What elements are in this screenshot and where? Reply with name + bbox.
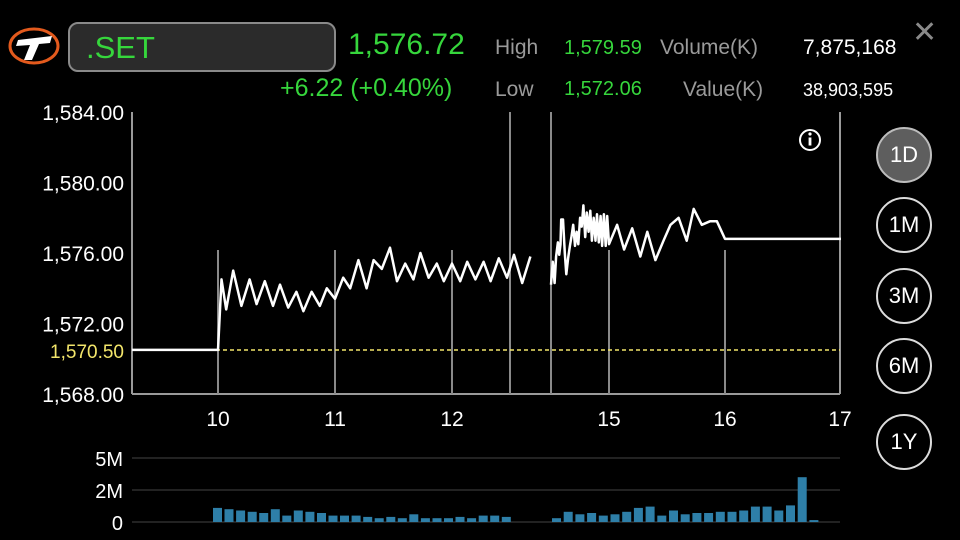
volume-bar — [224, 509, 234, 522]
volume-bar — [633, 507, 643, 522]
period-label: 1M — [888, 212, 920, 237]
high-label: High — [495, 36, 539, 59]
x-tick-label: 17 — [828, 408, 851, 431]
volume-chart: 5M 2M 0 — [95, 449, 840, 535]
volume-label: Volume(K) — [660, 36, 759, 59]
volume-bar — [622, 511, 632, 522]
period-3m-button[interactable]: 3M — [876, 268, 932, 324]
volume-bar — [645, 506, 655, 522]
x-tick-label: 15 — [597, 408, 620, 431]
volume-bar — [750, 506, 760, 522]
volume-bar — [340, 515, 349, 522]
volume-bar — [762, 506, 772, 522]
low-label: Low — [495, 78, 534, 101]
price-series-line-afternoon — [549, 204, 841, 285]
volume-bar — [282, 515, 292, 522]
volume-bar — [363, 516, 373, 522]
volume-bar — [467, 518, 477, 522]
symbol-input[interactable]: .SET — [68, 22, 336, 72]
volume-tick-label: 0 — [112, 513, 123, 535]
volume-bar — [247, 511, 257, 522]
y-tick-label: 1,584.00 — [42, 102, 124, 125]
volume-bar — [351, 515, 361, 522]
brand-logo-icon — [8, 27, 60, 65]
period-label: 1Y — [890, 429, 918, 454]
volume-bar — [305, 511, 315, 522]
y-tick-label: 1,568.00 — [42, 384, 124, 407]
value-value: 38,903,595 — [803, 80, 894, 100]
volume-bar — [490, 515, 500, 522]
volume-bar — [797, 477, 807, 522]
volume-bar — [444, 518, 453, 522]
volume-bar — [213, 507, 222, 522]
x-tick-label: 10 — [206, 408, 229, 431]
period-6m-button[interactable]: 6M — [876, 338, 932, 394]
volume-value: 7,875,168 — [803, 36, 897, 59]
volume-bar — [774, 510, 784, 522]
period-label: 3M — [888, 283, 920, 308]
period-1d-button[interactable]: 1D — [876, 127, 932, 183]
price-series-line-morning — [132, 246, 532, 352]
price-lines — [132, 204, 841, 352]
volume-bar — [432, 518, 442, 522]
volume-bar — [386, 516, 396, 522]
price-change: +6.22 (+0.40%) — [280, 74, 453, 102]
volume-bar — [786, 505, 795, 522]
volume-bar — [236, 510, 246, 522]
y-tick-label: 1,580.00 — [42, 173, 124, 196]
volume-bar — [692, 513, 702, 522]
volume-bar — [317, 513, 326, 522]
x-tick-label: 11 — [324, 408, 346, 431]
price-axis-labels: 1,584.00 1,580.00 1,576.00 1,572.00 1,568.00… — [42, 102, 851, 431]
value-label: Value(K) — [683, 78, 764, 101]
volume-bar — [328, 515, 338, 522]
volume-bar — [809, 520, 819, 522]
volume-bar — [501, 516, 511, 522]
period-label: 6M — [888, 353, 920, 378]
volume-bar — [397, 518, 407, 522]
volume-bar — [598, 515, 608, 522]
volume-bar — [270, 509, 280, 522]
y-tick-label: 1,572.00 — [42, 314, 124, 337]
price-chart-frame — [131, 112, 841, 395]
volume-bar — [610, 514, 620, 522]
volume-bar — [563, 511, 573, 522]
y-tick-label: 1,576.00 — [42, 243, 124, 266]
volume-bar — [669, 510, 678, 522]
volume-bar — [420, 518, 430, 522]
high-value: 1,579.59 — [564, 37, 642, 59]
last-price: 1,576.72 — [348, 28, 465, 61]
volume-bar — [680, 514, 690, 522]
period-1y-button[interactable]: 1Y — [876, 414, 932, 470]
x-tick-label: 12 — [440, 408, 463, 431]
volume-bar — [704, 513, 714, 522]
symbol-text: .SET — [86, 30, 155, 65]
volume-bar — [293, 510, 303, 522]
volume-bar — [374, 518, 384, 522]
volume-bar — [727, 511, 737, 522]
volume-bar — [552, 518, 561, 522]
info-icon[interactable] — [799, 129, 821, 151]
low-value: 1,572.06 — [564, 78, 642, 100]
volume-tick-label: 2M — [95, 481, 123, 503]
volume-bar — [455, 516, 465, 522]
volume-tick-label: 5M — [95, 449, 123, 471]
close-icon[interactable]: ✕ — [912, 16, 938, 49]
volume-bar — [478, 515, 488, 522]
price-grid — [132, 112, 840, 394]
volume-bar — [587, 513, 597, 522]
volume-bar — [715, 511, 725, 522]
period-label: 1D — [889, 142, 919, 167]
volume-bar — [259, 513, 269, 522]
period-1m-button[interactable]: 1M — [876, 197, 932, 253]
volume-bar — [575, 514, 585, 522]
x-tick-label: 16 — [713, 408, 736, 431]
volume-bar — [409, 514, 419, 522]
volume-bar — [739, 510, 749, 522]
volume-bar — [657, 515, 667, 522]
reference-label: 1,570.50 — [50, 342, 124, 363]
